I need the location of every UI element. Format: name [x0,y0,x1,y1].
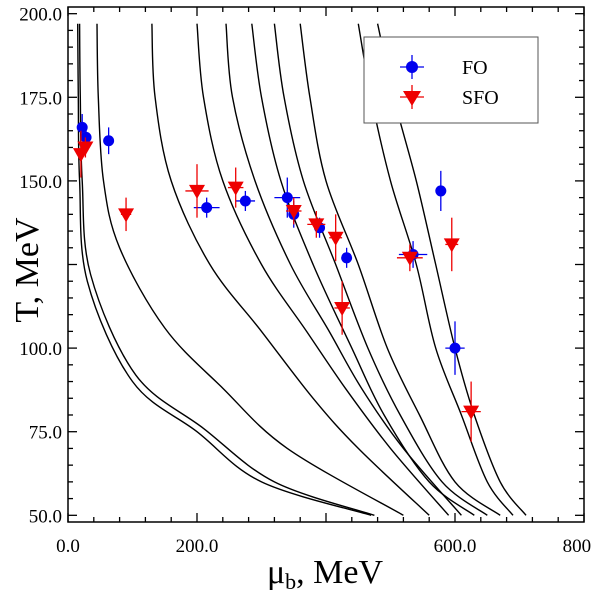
legend-item-fo: FO [400,55,488,79]
x-axis-title-units: , MeV [296,554,383,591]
curve-8 [273,23,488,516]
legend-box [363,36,539,124]
y-axis-title: T, MeV [9,217,46,323]
curve-1 [77,23,372,516]
ticks-layer [67,7,585,522]
x-axis-title-subscript: b [285,569,296,592]
x-axis-title-main: μ [267,554,285,591]
sfo-marker [77,141,94,156]
fo-marker [239,195,251,207]
sfo-marker [189,184,205,199]
sfo-point-6 [285,197,302,225]
sfo-marker [463,405,480,420]
sfo-point-7 [307,210,326,238]
fo-point-5 [235,190,256,211]
y-tick-label: 50.0 [29,506,62,527]
fo-marker [281,192,293,204]
x-tick-label: 200.0 [176,536,219,557]
sfo-marker [118,208,135,223]
fo-marker [76,121,88,133]
curve-3 [96,23,404,516]
y-tick-label: 200.0 [19,5,62,26]
fo-point-12 [445,321,465,375]
curve-7 [251,23,475,516]
sfo-point-10 [396,244,423,272]
y-tick-label: 100.0 [19,339,62,360]
sfo-marker [227,181,244,196]
curve-9 [299,23,501,516]
tick-labels-layer: 0.0 200.0 600.0 800.0 50.0 75.0 100.0 150.0 175.… [19,5,592,557]
y-tick-label: 150.0 [19,172,62,193]
curves-layer [77,23,527,516]
curve-6 [225,23,462,516]
sfo-marker [443,238,460,253]
y-tick-label: 175.0 [19,88,62,109]
sfo-point-9 [334,281,351,335]
fo-point-9 [341,247,353,268]
points-layer [72,114,481,442]
curve-4 [151,23,430,516]
fo-point-3 [103,127,115,155]
fo-marker [435,185,447,197]
y-tick-label: 75.0 [29,423,62,444]
sfo-marker [327,231,344,246]
sfo-point-4 [185,164,209,218]
sfo-point-12 [461,381,481,442]
fo-marker [341,252,353,264]
fo-marker [103,135,115,147]
sfo-point-2 [77,137,94,158]
curve-2 [78,23,375,516]
legend-sfo-marker [403,91,421,106]
x-tick-label: 0.0 [56,536,80,557]
sfo-marker [285,204,302,219]
legend-fo-marker [406,61,418,73]
curve-5 [196,23,450,516]
fo-point-11 [435,170,447,211]
legend-sfo-label: SFO [462,87,499,109]
sfo-point-3 [118,197,135,232]
legend: FO SFO [363,36,539,124]
fo-marker [449,342,461,354]
legend-item-sfo: SFO [400,85,499,109]
sfo-marker [401,251,418,266]
sfo-point-11 [443,217,460,272]
x-axis-title: μb, MeV [267,554,384,592]
sfo-point-5 [227,167,244,208]
sfo-marker [308,218,325,233]
sfo-point-8 [327,214,344,262]
x-tick-label: 800.0 [563,536,592,557]
sfo-marker [334,301,351,316]
legend-fo-label: FO [462,57,488,79]
fo-marker [201,202,213,214]
fo-point-4 [193,197,220,218]
x-tick-label: 600.0 [434,536,477,557]
